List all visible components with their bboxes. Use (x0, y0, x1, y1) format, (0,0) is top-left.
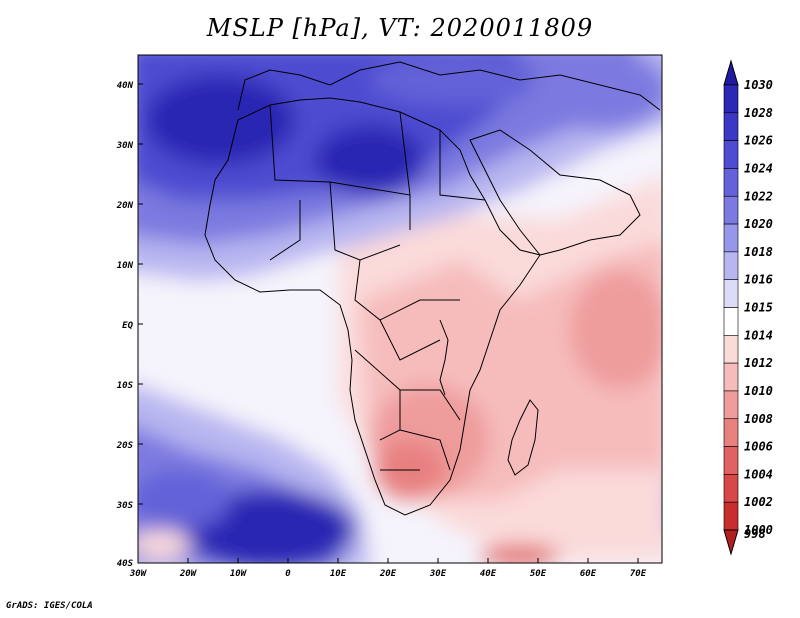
colorbar-swatch (723, 446, 739, 475)
lon-label: 40E (480, 569, 497, 579)
longitude-axis: 30W 20W 10W 0 10E 20E 30E 40E 50E 60E 70… (129, 558, 647, 579)
madagascar-outline (507, 399, 539, 476)
colorbar-swatch (723, 195, 739, 225)
map-frame (137, 54, 663, 564)
lon-label: 0 (285, 569, 291, 579)
colorbar-swatch (723, 335, 739, 364)
lon-label: 60E (580, 569, 597, 579)
east-africa-lakes (439, 319, 449, 396)
grads-credit: GrADS: IGES/COLA (6, 601, 93, 611)
lat-label: 20S (116, 441, 134, 451)
country-borders (204, 61, 661, 516)
colorbar-label: 1002 (744, 495, 773, 509)
colorbar-swatch (723, 362, 739, 392)
lon-label: 30E (429, 569, 447, 579)
colorbar-label: 1020 (744, 217, 773, 231)
colorbar-swatch (723, 501, 739, 531)
colorbar-label: 1004 (744, 467, 773, 481)
lon-label: 20W (179, 569, 198, 579)
colorbar-swatch (723, 112, 739, 141)
colorbar-swatch (723, 279, 739, 308)
europe-coastline (237, 61, 661, 111)
colorbar-label: 1015 (744, 301, 773, 315)
colorbar-swatch (723, 168, 739, 197)
arabia-coastline (469, 129, 641, 256)
lon-label: 70E (630, 569, 647, 579)
lat-label: 20N (116, 201, 134, 211)
colorbar-label: 1010 (744, 384, 773, 398)
colorbar-label: 1024 (744, 161, 773, 175)
colorbar-swatch (723, 390, 739, 420)
colorbar-arrow-high (723, 59, 739, 86)
colorbar-swatch (723, 251, 739, 280)
colorbar-swatch (723, 223, 739, 253)
colorbar-label: 1000 (744, 523, 773, 537)
africa-coastline (204, 97, 541, 516)
lat-label: 10N (117, 261, 134, 271)
colorbar-label: 1008 (744, 412, 773, 426)
colorbar-swatch (723, 84, 739, 114)
lat-label: 40S (117, 559, 134, 569)
colorbar-label: 1030 (744, 78, 773, 92)
colorbar-swatch (723, 140, 739, 169)
africa-borders (269, 104, 486, 471)
lat-label: EQ (122, 321, 133, 331)
lat-label: 40N (117, 81, 134, 91)
colorbar-arrow-low (723, 529, 739, 556)
lon-label: 30W (129, 569, 148, 579)
colorbar-label: 1026 (744, 134, 773, 148)
colorbar-label: 998 (744, 527, 766, 541)
colorbar-swatch (723, 418, 739, 447)
lon-label: 10W (230, 569, 248, 579)
lon-label: 20E (379, 569, 397, 579)
lat-label: 30S (116, 501, 134, 511)
colorbar-label: 1014 (744, 328, 773, 342)
colorbar-label: 1016 (744, 273, 773, 287)
latitude-axis: 40N 30N 20N 10N EQ 10S 20S 30S 40S (116, 81, 143, 569)
colorbar-swatch (723, 307, 739, 336)
map-title: MSLP [hPa], VT: 2020011809 (206, 14, 594, 42)
pressure-field (138, 55, 662, 563)
lat-label: 30N (116, 141, 134, 151)
colorbar: 1030 1028 1026 1024 1022 1020 1018 1016 1015 1014… (723, 59, 773, 556)
lon-label: 50E (530, 569, 547, 579)
colorbar-swatch (723, 474, 739, 503)
colorbar-label: 1028 (744, 106, 773, 120)
lon-label: 10E (330, 569, 347, 579)
colorbar-label: 1006 (744, 440, 773, 454)
colorbar-label: 1012 (744, 356, 773, 370)
colorbar-label: 1022 (744, 189, 773, 203)
colorbar-label: 1018 (744, 245, 773, 259)
lat-label: 10S (117, 381, 134, 391)
